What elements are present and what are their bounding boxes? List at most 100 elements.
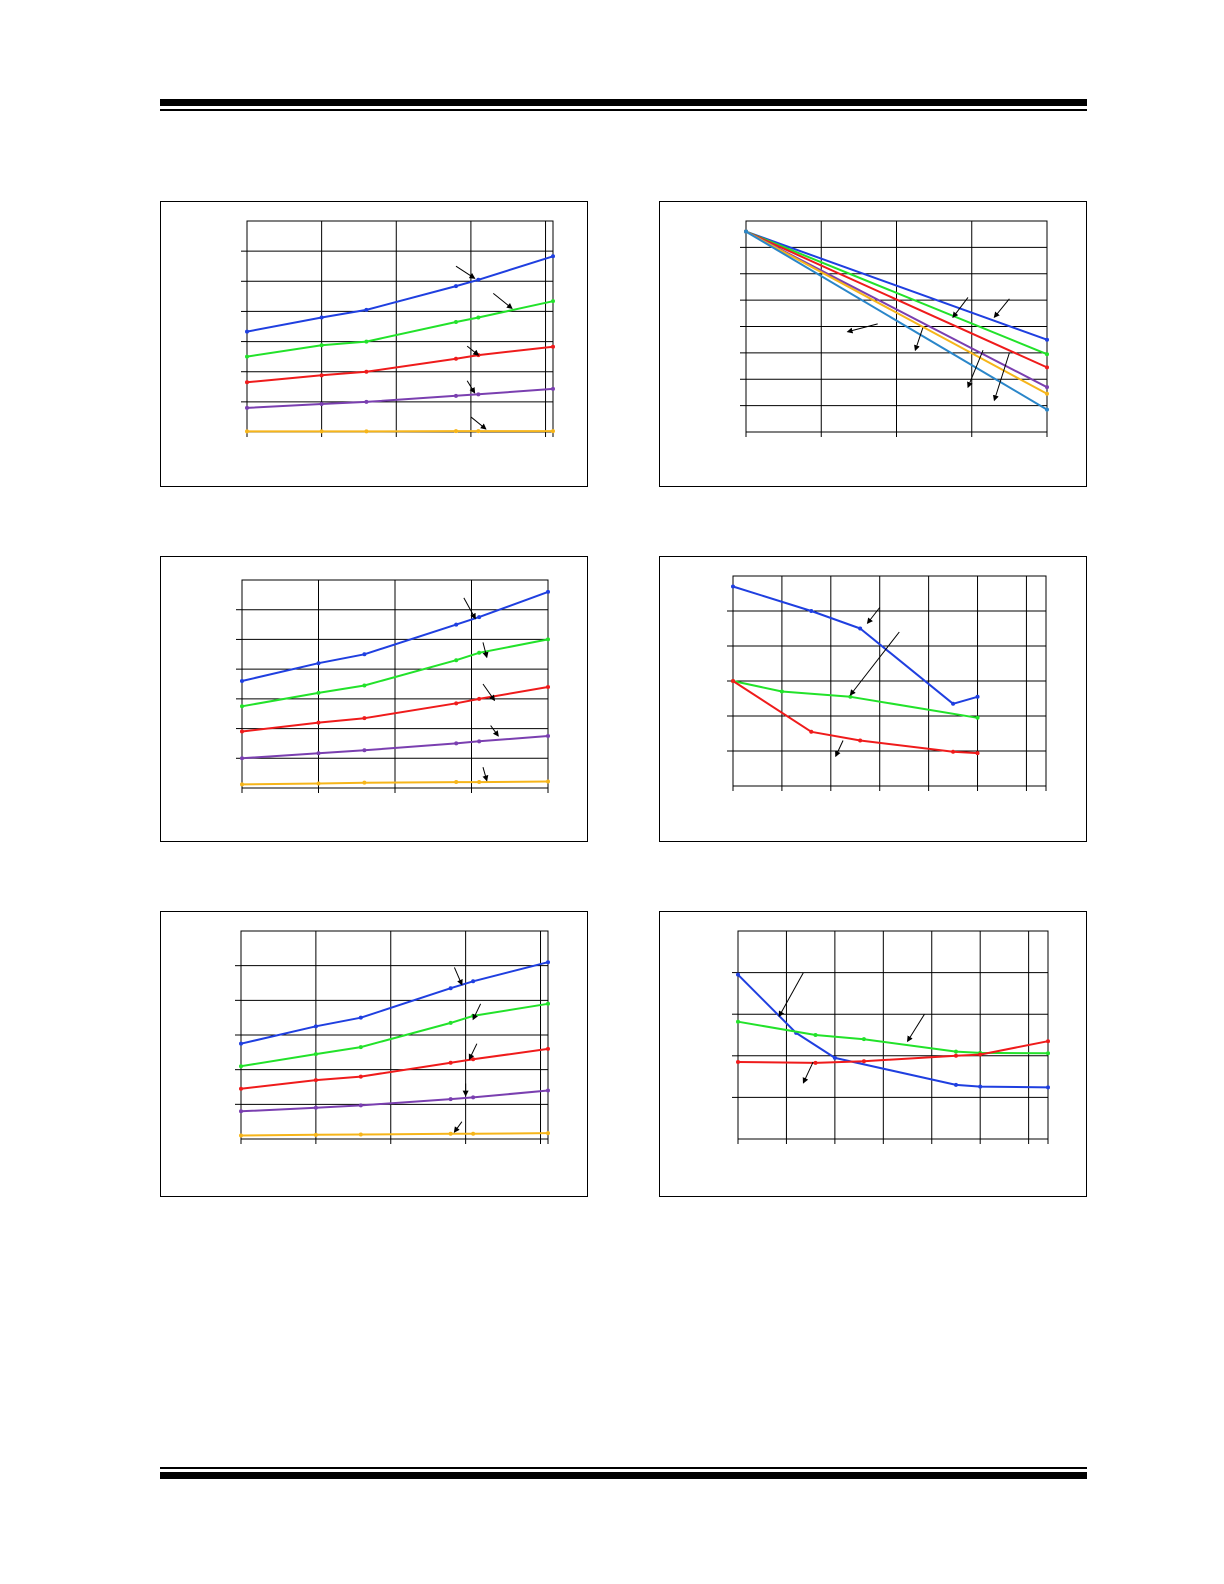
data-point-blue [1045, 337, 1049, 342]
data-point-red [245, 380, 249, 385]
data-point-orange [453, 429, 458, 434]
series-line-green [732, 680, 978, 719]
chart-panel-6 [659, 911, 1087, 1197]
data-point-green [779, 689, 784, 694]
data-point-orange [1045, 391, 1049, 396]
data-point-red [358, 1074, 363, 1079]
data-point-purple [454, 741, 459, 746]
data-point-green [1045, 352, 1049, 357]
data-point-green [364, 339, 369, 344]
data-point-blue [364, 307, 369, 312]
data-point-green [953, 1049, 958, 1054]
data-point-green [358, 1045, 363, 1050]
data-point-orange [471, 1131, 476, 1136]
series-line-red [246, 345, 554, 384]
series-line-teal [745, 230, 1048, 411]
series-line-orange [745, 230, 1048, 395]
chart-panel-2 [659, 201, 1087, 487]
data-point-green [736, 1019, 740, 1024]
data-point-green [1046, 1051, 1050, 1056]
data-point-green [319, 343, 324, 348]
annotation-arrow [466, 345, 480, 356]
data-point-red [546, 1046, 550, 1051]
data-point-red [858, 738, 863, 743]
data-point-red [736, 1060, 740, 1065]
data-point-blue [313, 1024, 318, 1029]
annotation-arrow [907, 1013, 925, 1043]
data-point-blue [809, 609, 814, 613]
series-line-blue [737, 973, 1049, 1089]
data-point-green [476, 315, 481, 320]
annotation-arrow [453, 967, 463, 986]
data-point-blue [454, 622, 459, 627]
data-point-orange [239, 1133, 243, 1138]
annotation-arrow [866, 607, 881, 625]
annotation-arrow [914, 327, 924, 352]
chart-3-svg [236, 579, 550, 793]
data-point-purple [546, 734, 550, 738]
plot-frame [737, 930, 1049, 1140]
annotation-arrow [455, 265, 476, 279]
annotation-arrow [470, 416, 487, 430]
data-point-orange [319, 429, 324, 434]
data-point-blue [316, 661, 321, 666]
annotation-arrow [849, 631, 900, 696]
data-point-purple [477, 739, 482, 744]
data-point-blue [736, 972, 740, 977]
data-point-blue [476, 277, 481, 282]
data-point-red [448, 1060, 453, 1065]
footer-rule-thin [160, 1467, 1087, 1469]
data-point-red [546, 684, 550, 689]
header-rule-thin [160, 109, 1087, 111]
annotation-arrow [835, 740, 844, 758]
series-line-blue [241, 590, 549, 682]
data-point-purple [1045, 385, 1049, 390]
series-line-purple [246, 387, 554, 409]
data-point-red [809, 729, 814, 734]
data-point-teal [744, 229, 748, 234]
annotation-arrow [992, 352, 1010, 402]
annotation-arrow [778, 972, 804, 1018]
chart-panel-3 [160, 556, 588, 842]
data-point-orange [546, 779, 550, 784]
data-point-green [245, 354, 249, 359]
data-point-red [454, 701, 459, 706]
annotation-arrow [453, 1121, 463, 1133]
annotation-arrow [952, 297, 969, 319]
annotation-arrow [802, 1061, 814, 1084]
data-point-green [454, 658, 459, 663]
series-line-blue [246, 255, 554, 333]
data-point-orange [476, 429, 481, 434]
chart-panel-4 [659, 556, 1087, 842]
annotation-arrow [490, 725, 499, 737]
data-point-green [546, 637, 550, 642]
data-point-blue [858, 626, 863, 631]
data-point-orange [448, 1131, 453, 1136]
data-point-purple [546, 1088, 550, 1093]
data-point-red [731, 679, 735, 683]
data-point-red [471, 1057, 476, 1062]
data-point-blue [731, 584, 735, 589]
series-line-blue [745, 230, 1048, 341]
data-point-purple [240, 756, 244, 761]
chart-6-svg [732, 930, 1050, 1144]
data-point-purple [319, 401, 324, 406]
data-point-orange [546, 1131, 550, 1136]
data-point-orange [454, 780, 459, 785]
data-point-blue [471, 979, 476, 984]
data-point-red [953, 1053, 958, 1058]
data-point-blue [546, 589, 550, 594]
series-line-green [240, 1002, 549, 1068]
data-point-red [316, 720, 321, 725]
data-point-purple [362, 748, 367, 753]
data-point-blue [448, 986, 453, 991]
series-line-red [732, 680, 978, 755]
data-point-green [975, 715, 980, 720]
series-line-green [745, 230, 1048, 356]
data-point-teal [1045, 407, 1049, 412]
data-point-blue [832, 1055, 837, 1060]
annotation-arrow [846, 323, 878, 334]
series-line-purple [241, 735, 549, 760]
data-point-blue [319, 315, 324, 320]
annotation-arrow [482, 642, 489, 659]
